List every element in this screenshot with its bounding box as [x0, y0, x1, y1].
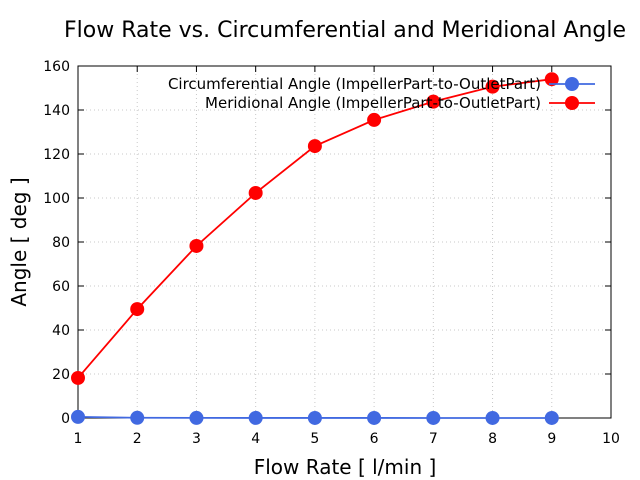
y-tick-label: 0	[61, 411, 70, 427]
series	[71, 72, 559, 425]
data-point	[248, 410, 263, 425]
data-point	[248, 185, 263, 200]
x-tick-label: 4	[251, 431, 260, 447]
y-tick-label: 140	[43, 103, 70, 119]
plot-frame	[77, 65, 612, 419]
x-tick-label: 9	[547, 431, 556, 447]
x-tick-label: 10	[602, 431, 620, 447]
data-point	[426, 94, 441, 109]
data-point	[189, 410, 204, 425]
data-point	[307, 139, 322, 154]
data-point	[71, 409, 85, 424]
legend-label: Meridional Angle (ImpellerPart-to-Outlet…	[205, 94, 541, 112]
x-axis-label: Flow Rate [ l/min ]	[254, 455, 437, 479]
y-tick-label: 20	[52, 367, 70, 383]
data-point	[485, 410, 500, 425]
legend-marker	[565, 96, 579, 110]
x-tick-label: 7	[429, 431, 438, 447]
x-tick-label: 6	[370, 431, 379, 447]
y-tick-label: 60	[52, 279, 70, 295]
x-tick-label: 1	[74, 431, 83, 447]
chart-title: Flow Rate vs. Circumferential and Meridi…	[64, 18, 626, 43]
data-point	[544, 72, 559, 87]
data-point	[485, 79, 500, 94]
data-point	[130, 410, 145, 425]
y-tick-label: 160	[43, 59, 70, 75]
data-point	[307, 410, 322, 425]
data-point	[426, 410, 441, 425]
legend-label: Circumferential Angle (ImpellerPart-to-O…	[168, 75, 541, 93]
data-point	[367, 410, 382, 425]
y-tick-label: 120	[43, 147, 70, 163]
data-point	[544, 410, 559, 425]
series-line-1	[77, 78, 552, 379]
x-tick-label: 2	[133, 431, 142, 447]
grid	[78, 66, 611, 418]
legend: Circumferential Angle (ImpellerPart-to-O…	[168, 75, 595, 112]
y-axis-label: Angle [ deg ]	[7, 177, 31, 306]
data-point	[367, 112, 382, 127]
legend-marker	[565, 77, 579, 91]
y-tick-label: 40	[52, 323, 70, 339]
y-tick-label: 80	[52, 235, 70, 251]
x-tick-label: 8	[488, 431, 497, 447]
data-point	[130, 302, 145, 317]
x-tick-label: 3	[192, 431, 201, 447]
data-point	[189, 238, 204, 253]
x-tick-label: 5	[310, 431, 319, 447]
data-point	[71, 370, 85, 385]
y-tick-label: 100	[43, 191, 70, 207]
